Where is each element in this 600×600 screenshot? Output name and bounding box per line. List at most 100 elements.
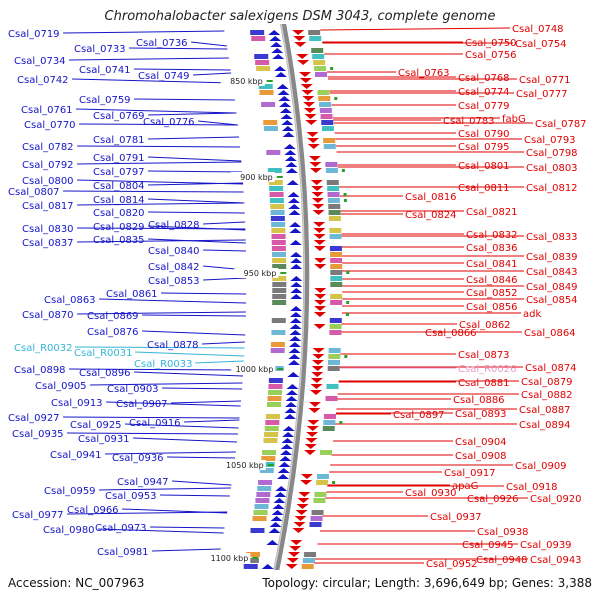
- right-gene-label[interactable]: Csal_0893: [455, 409, 507, 420]
- right-gene-label[interactable]: Csal_0803: [526, 163, 578, 174]
- left-gene-label[interactable]: Csal_0769: [93, 111, 145, 122]
- right-gene-label[interactable]: Csal_0856: [466, 302, 518, 313]
- left-gene-label[interactable]: Csal_0913: [51, 398, 103, 409]
- right-gene-label[interactable]: Csal_R0026: [458, 364, 517, 375]
- right-gene-label[interactable]: Csal_0881: [458, 378, 510, 389]
- right-gene-label[interactable]: Csal_0787: [535, 119, 587, 130]
- left-gene-label[interactable]: Csal_0770: [24, 120, 76, 131]
- right-gene-label[interactable]: Csal_0843: [526, 267, 578, 278]
- right-gene-label[interactable]: Csal_0832: [466, 230, 518, 241]
- right-gene-label[interactable]: Csal_0798: [526, 148, 578, 159]
- right-gene-label[interactable]: adk: [523, 309, 541, 320]
- right-gene-label[interactable]: Csal_0783: [443, 116, 495, 127]
- left-gene-label[interactable]: Csal_0761: [21, 105, 73, 116]
- left-gene-label[interactable]: Csal_0927: [8, 413, 60, 424]
- gene-labels[interactable]: Csal_0719 Csal_0733 Csal_0736 Csal_0734 Csal…: [8, 24, 587, 570]
- left-gene-label[interactable]: Csal_0792: [22, 160, 74, 171]
- left-gene-label[interactable]: Csal_0837: [22, 238, 74, 249]
- right-gene-label[interactable]: Csal_0952: [426, 559, 478, 570]
- right-gene-label[interactable]: Csal_0873: [458, 350, 510, 361]
- left-gene-label[interactable]: Csal_0981: [97, 547, 149, 558]
- left-gene-label[interactable]: Csal_0733: [74, 44, 126, 55]
- right-gene-label[interactable]: Csal_0926: [467, 494, 519, 505]
- right-gene-label[interactable]: Csal_0904: [455, 437, 507, 448]
- left-gene-label[interactable]: Csal_0936: [112, 453, 164, 464]
- right-gene-label[interactable]: Csal_0790: [458, 129, 510, 140]
- left-gene-label[interactable]: Csal_0935: [12, 429, 64, 440]
- left-gene-label[interactable]: Csal_0842: [148, 262, 200, 273]
- right-gene-label[interactable]: Csal_0920: [530, 494, 582, 505]
- left-gene-label[interactable]: Csal_0905: [35, 381, 87, 392]
- right-gene-label[interactable]: Csal_0824: [405, 210, 457, 221]
- left-gene-label[interactable]: Csal_0925: [70, 420, 122, 431]
- right-gene-label[interactable]: Csal_0862: [459, 320, 511, 331]
- left-gene-label[interactable]: Csal_0749: [138, 71, 190, 82]
- right-gene-label[interactable]: Csal_0918: [506, 482, 558, 493]
- right-gene-label[interactable]: Csal_0948: [476, 555, 528, 566]
- left-gene-label[interactable]: Csal_0876: [87, 327, 139, 338]
- left-gene-label[interactable]: Csal_0973: [95, 523, 147, 534]
- right-gene-label[interactable]: Csal_0846: [466, 275, 518, 286]
- left-gene-label[interactable]: Csal_0869: [87, 311, 139, 322]
- left-gene-label[interactable]: Csal_0863: [44, 295, 96, 306]
- right-gene-label[interactable]: Csal_0917: [444, 468, 496, 479]
- left-gene-label[interactable]: Csal_0820: [93, 208, 145, 219]
- right-gene-label[interactable]: Csal_0938: [477, 527, 529, 538]
- right-gene-label[interactable]: Csal_0894: [519, 420, 571, 431]
- right-gene-label[interactable]: Csal_0937: [430, 512, 482, 523]
- left-gene-label[interactable]: Csal_0861: [106, 289, 158, 300]
- right-gene-label[interactable]: Csal_0754: [515, 39, 567, 50]
- left-gene-label[interactable]: Csal_0947: [117, 477, 169, 488]
- right-gene-label[interactable]: Csal_0812: [526, 183, 578, 194]
- left-gene-label[interactable]: Csal_0817: [22, 201, 74, 212]
- right-gene-label[interactable]: Csal_0930: [405, 488, 457, 499]
- left-gene-label[interactable]: Csal_0781: [93, 135, 145, 146]
- right-gene-label[interactable]: Csal_0866: [425, 328, 477, 339]
- left-gene-label[interactable]: Csal_0835: [93, 235, 145, 246]
- left-gene-label[interactable]: Csal_0782: [22, 142, 74, 153]
- left-gene-label[interactable]: Csal_0959: [44, 486, 96, 497]
- left-gene-label[interactable]: Csal_0807: [8, 187, 60, 198]
- left-gene-label[interactable]: Csal_0898: [14, 365, 66, 376]
- left-gene-label[interactable]: Csal_0878: [147, 340, 199, 351]
- left-gene-label[interactable]: Csal_0907: [116, 399, 168, 410]
- right-gene-label[interactable]: Csal_0779: [458, 101, 510, 112]
- left-gene-label[interactable]: Csal_0870: [22, 310, 74, 321]
- left-gene-label[interactable]: Csal_0797: [93, 167, 145, 178]
- left-gene-label[interactable]: Csal_0741: [79, 65, 131, 76]
- left-gene-label[interactable]: Csal_0742: [17, 75, 69, 86]
- left-gene-label[interactable]: Csal_0814: [93, 195, 145, 206]
- right-gene-label[interactable]: Csal_0801: [458, 161, 510, 172]
- right-gene-label[interactable]: Csal_0833: [526, 232, 578, 243]
- right-gene-label[interactable]: fabG: [502, 114, 526, 125]
- right-gene-label[interactable]: Csal_0908: [455, 451, 507, 462]
- right-gene-label[interactable]: Csal_0795: [458, 142, 510, 153]
- right-gene-label[interactable]: Csal_0939: [520, 540, 572, 551]
- right-gene-label[interactable]: Csal_0811: [458, 183, 510, 194]
- left-gene-label[interactable]: Csal_0804: [93, 181, 145, 192]
- right-gene-label[interactable]: Csal_0887: [519, 405, 571, 416]
- right-gene-label[interactable]: apaG: [452, 481, 478, 492]
- left-gene-label[interactable]: Csal_0853: [148, 276, 200, 287]
- right-gene-label[interactable]: Csal_0897: [393, 410, 445, 421]
- right-gene-label[interactable]: Csal_0839: [526, 252, 578, 263]
- left-gene-label[interactable]: Csal_0734: [14, 56, 66, 67]
- left-gene-label[interactable]: Csal_0953: [105, 491, 157, 502]
- right-gene-label[interactable]: Csal_0864: [524, 328, 576, 339]
- left-gene-label[interactable]: Csal_0966: [67, 505, 119, 516]
- left-gene-label[interactable]: Csal_0759: [79, 95, 131, 106]
- right-gene-label[interactable]: Csal_0771: [519, 75, 571, 86]
- right-gene-label[interactable]: Csal_0750: [465, 38, 517, 49]
- left-gene-label[interactable]: Csal_R0033: [134, 359, 193, 370]
- left-gene-label[interactable]: Csal_0776: [143, 117, 195, 128]
- right-gene-label[interactable]: Csal_0768: [458, 73, 510, 84]
- right-gene-label[interactable]: Csal_0945: [462, 540, 514, 551]
- right-gene-label[interactable]: Csal_0821: [466, 207, 518, 218]
- right-gene-label[interactable]: Csal_0879: [521, 377, 573, 388]
- right-gene-label[interactable]: Csal_0816: [405, 192, 457, 203]
- right-gene-label[interactable]: Csal_0874: [525, 363, 577, 374]
- right-gene-label[interactable]: Csal_0756: [465, 50, 517, 61]
- left-gene-label[interactable]: Csal_0791: [93, 153, 145, 164]
- right-gene-label[interactable]: Csal_0909: [515, 461, 567, 472]
- left-gene-label[interactable]: Csal_0800: [22, 176, 74, 187]
